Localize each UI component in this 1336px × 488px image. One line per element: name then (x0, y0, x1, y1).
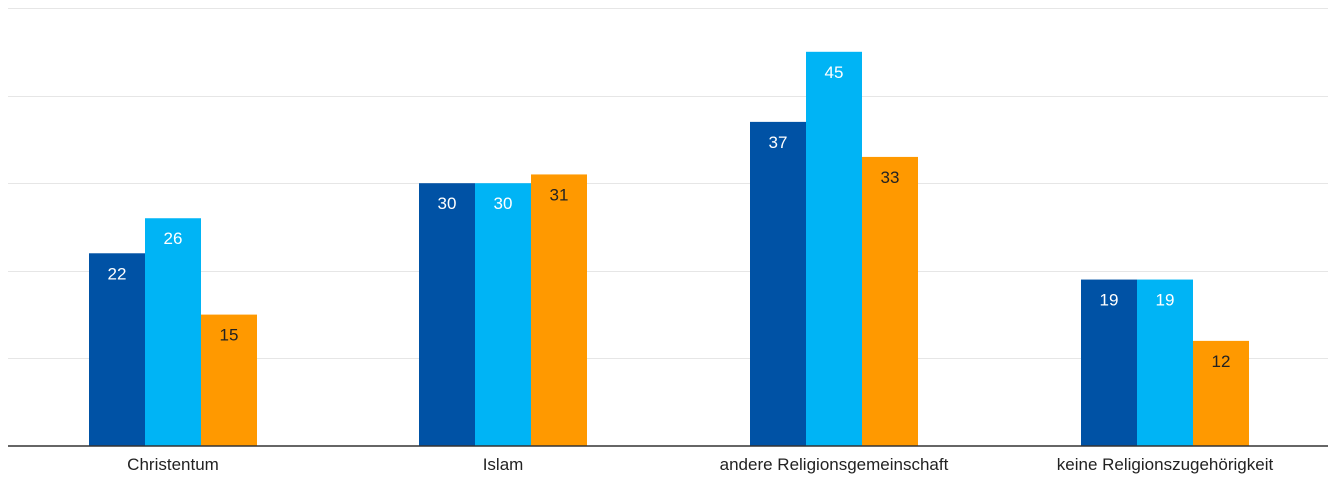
value-label: 37 (769, 133, 788, 152)
bar (145, 218, 201, 446)
bar (1193, 340, 1249, 446)
value-label: 15 (220, 326, 239, 345)
bar (419, 183, 475, 446)
value-label: 22 (108, 264, 127, 283)
category-labels-layer: Christentum Islam andere Religionsgemeinsc… (127, 455, 1273, 474)
bar (1137, 279, 1193, 446)
bar (475, 183, 531, 446)
category-label: Islam (483, 455, 524, 474)
category-label: andere Religionsgemeinschaft (720, 455, 949, 474)
value-label: 19 (1156, 291, 1175, 310)
bar (862, 156, 918, 447)
value-label: 30 (494, 194, 513, 213)
bar (201, 314, 257, 446)
category-label: Christentum (127, 455, 219, 474)
value-label: 31 (550, 185, 569, 204)
value-labels-layer: 22 26 15 30 30 31 37 45 33 19 19 12 (108, 63, 1231, 371)
bar (89, 253, 145, 446)
value-label: 26 (164, 229, 183, 248)
value-label: 12 (1212, 352, 1231, 371)
bar (531, 174, 587, 446)
value-label: 19 (1100, 291, 1119, 310)
value-label: 45 (825, 63, 844, 82)
category-label: keine Religionszugehörigkeit (1057, 455, 1274, 474)
value-label: 30 (438, 194, 457, 213)
bar (1081, 279, 1137, 446)
value-label: 33 (881, 168, 900, 187)
bar (806, 51, 862, 447)
bars-layer (89, 51, 1249, 447)
bar (750, 121, 806, 446)
